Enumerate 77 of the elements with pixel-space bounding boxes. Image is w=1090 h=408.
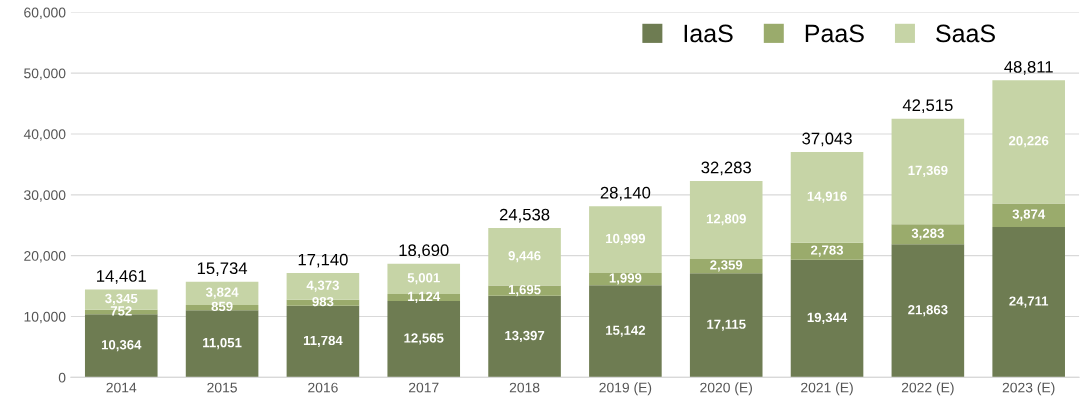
data-label: 1,124 — [408, 291, 441, 303]
bar — [992, 227, 1065, 378]
data-label: 11,051 — [203, 337, 242, 350]
total-label: 18,690 — [399, 244, 449, 259]
x-tick-label: 2021 (E) — [801, 382, 853, 396]
x-tick-label: 2016 — [308, 382, 338, 393]
bar — [689, 180, 763, 259]
y-tick-label: 40,000 — [23, 129, 66, 141]
data-label: 14,916 — [807, 191, 847, 203]
bar — [992, 203, 1065, 228]
x-tick-label: 2017 — [408, 382, 439, 393]
data-label: 21,863 — [908, 305, 948, 317]
x-tick-label: 2019 (E) — [599, 382, 652, 396]
bar — [488, 228, 561, 286]
total-label: 15,734 — [197, 262, 248, 277]
bar — [488, 295, 561, 378]
data-label: 10,364 — [101, 340, 142, 352]
x-tick-label: 2020 (E) — [700, 382, 752, 396]
y-tick-label: 10,000 — [24, 311, 66, 324]
data-label: 19,344 — [807, 312, 848, 324]
bar — [84, 314, 158, 378]
total-label: 28,140 — [600, 186, 651, 201]
data-label: 2,359 — [710, 260, 743, 272]
data-label: 12,809 — [706, 214, 746, 226]
data-label: 3,283 — [911, 228, 944, 240]
bar — [891, 118, 965, 225]
bar — [891, 224, 965, 245]
data-label: 3,824 — [205, 287, 239, 299]
y-tick-label: 30,000 — [24, 190, 66, 202]
y-tick-label: 60,000 — [24, 7, 66, 20]
data-label: 983 — [312, 296, 334, 307]
x-tick-label: 2022 (E) — [901, 382, 954, 396]
y-tick-label: 0 — [58, 372, 66, 383]
data-label: 24,711 — [1009, 296, 1049, 308]
x-tick-label: 2018 — [509, 382, 540, 393]
bar — [689, 273, 763, 378]
total-label: 14,461 — [97, 270, 146, 284]
x-tick-label: 2014 — [106, 382, 137, 393]
data-label: 17,369 — [908, 165, 948, 177]
bar — [790, 259, 864, 378]
data-label: 3,874 — [1012, 209, 1046, 221]
data-label: 2,783 — [810, 245, 844, 257]
total-label: 17,140 — [298, 253, 348, 268]
x-tick-label: 2023 (E) — [1002, 382, 1055, 396]
legend-label: PaaS — [805, 24, 864, 43]
data-label: 1,999 — [609, 273, 642, 285]
y-tick-label: 20,000 — [24, 251, 66, 263]
bar — [589, 206, 662, 274]
data-label: 5,001 — [407, 273, 440, 285]
bar — [185, 310, 259, 378]
data-label: 4,373 — [306, 280, 339, 292]
data-label: 3,345 — [105, 293, 138, 306]
legend-label: IaaS — [684, 24, 733, 43]
y-tick-label: 50,000 — [24, 68, 66, 80]
data-label: 11,784 — [303, 335, 343, 347]
data-label: 859 — [211, 301, 233, 312]
data-label: 10,999 — [606, 233, 646, 246]
total-label: 48,811 — [1004, 60, 1053, 75]
data-label: 17,115 — [707, 319, 746, 331]
bar — [790, 151, 864, 243]
bar — [891, 244, 965, 378]
data-label: 20,226 — [1008, 136, 1049, 148]
bar — [992, 80, 1065, 204]
total-label: 24,538 — [499, 208, 550, 223]
x-tick-label: 2015 — [207, 382, 237, 393]
data-label: 1,695 — [508, 284, 541, 297]
data-label: 15,142 — [606, 325, 646, 337]
total-label: 42,515 — [902, 99, 953, 114]
total-label: 32,283 — [701, 161, 751, 176]
data-label: 9,446 — [508, 251, 541, 263]
data-label: 752 — [110, 306, 132, 316]
bar — [589, 285, 662, 378]
legend-label: SaaS — [936, 24, 995, 43]
data-label: 13,397 — [505, 330, 545, 343]
total-label: 37,043 — [802, 132, 852, 147]
bar — [286, 305, 360, 378]
data-label: 12,565 — [404, 333, 444, 345]
